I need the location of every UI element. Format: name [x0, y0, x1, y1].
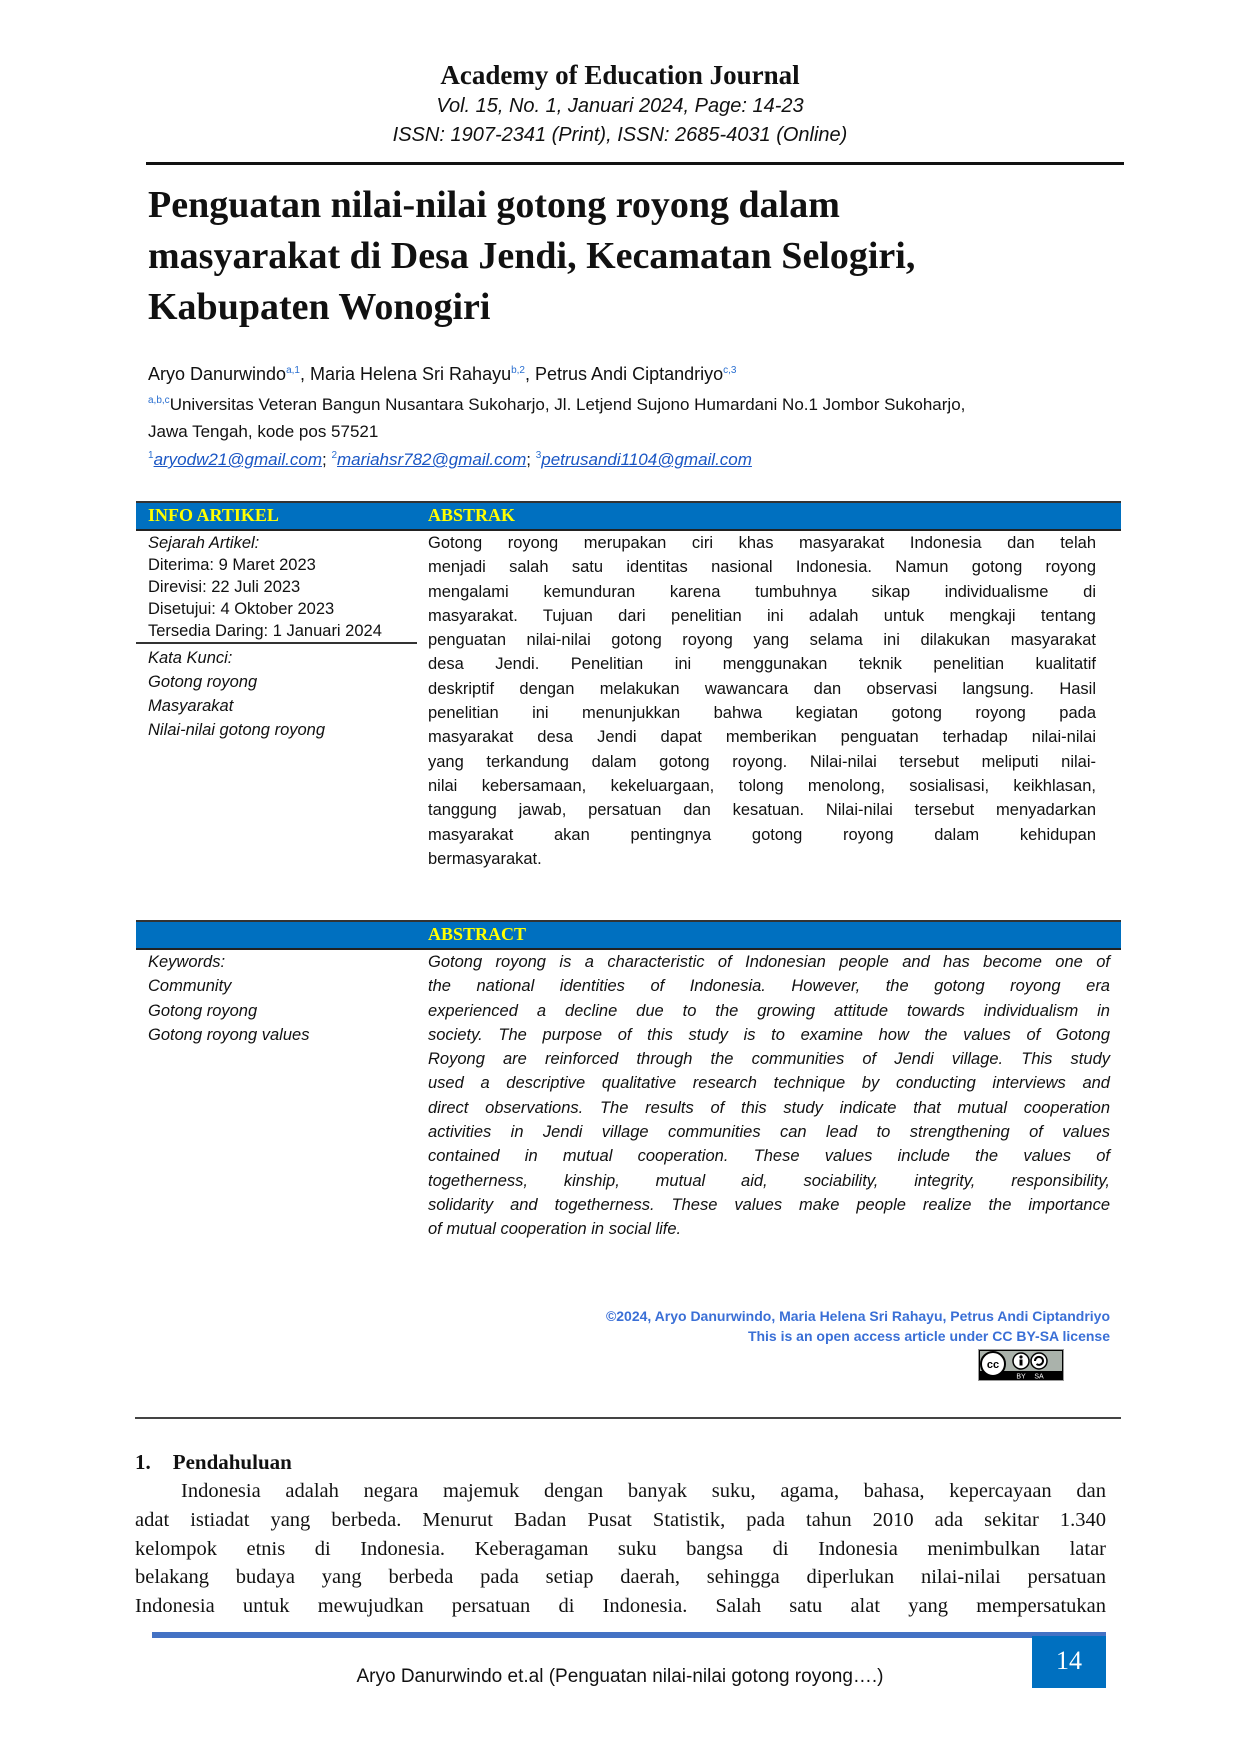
cc-text: cc — [987, 1359, 999, 1371]
by-text: BY — [1016, 1374, 1026, 1381]
email-sup: 3 — [535, 450, 542, 461]
abstrak-line: tanggung jawab, persatuan dan kesatuan. … — [428, 801, 1096, 820]
abstrak-line: bermasyarakat. — [428, 849, 542, 868]
keyword: Masyarakat — [148, 697, 234, 715]
body-line: Indonesia untuk mewujudkan persatuan di … — [135, 1595, 1106, 1618]
abstrak-line: mengalami kemunduran karena tumbuhnya si… — [428, 582, 1096, 601]
journal-issue: Vol. 15, No. 1, Januari 2024, Page: 14-2… — [436, 95, 804, 117]
keywords-id: Kata Kunci: Gotong royong Masyarakat Nil… — [148, 646, 325, 742]
abstrak-line: menjadi salah satu identitas nasional In… — [428, 558, 1096, 577]
abstrak-line: nilai kebersamaan, kekeluargaan, tolong … — [428, 776, 1096, 795]
info-divider — [136, 642, 417, 644]
history-item: Disetujui: 4 Oktober 2023 — [148, 600, 335, 618]
affiliation: a,b,cUniversitas Veteran Bangun Nusantar… — [148, 395, 965, 415]
abstract-heading: ABSTRACT — [428, 924, 527, 944]
author-sup: a,1 — [286, 365, 300, 376]
author-list: Aryo Danurwindoa,1, Maria Helena Sri Rah… — [148, 364, 737, 384]
abstrak-line: deskriptif dengan melakukan wawancara da… — [428, 679, 1096, 698]
keywords-label: Kata Kunci: — [148, 649, 233, 667]
affiliation-line: Universitas Veteran Bangun Nusantara Suk… — [169, 395, 966, 414]
abstract-line: Gotong royong is a characteristic of Ind… — [428, 953, 1110, 971]
abstract-line: direct observations. The results of this… — [428, 1098, 1110, 1117]
email-link[interactable]: petrusandi1104@gmail.com — [541, 450, 752, 469]
author-name: Aryo Danurwindo — [148, 364, 287, 384]
abstract-line: experienced a decline due to the growing… — [428, 1001, 1110, 1020]
license-notice: ©2024, Aryo Danurwindo, Maria Helena Sri… — [606, 1306, 1110, 1346]
abstract-line: of mutual cooperation in social life. — [428, 1220, 682, 1239]
section-heading: 1. Pendahuluan — [135, 1450, 292, 1475]
abstrak-line: Gotong royong merupakan ciri khas masyar… — [428, 534, 1096, 552]
license-statement: This is an open access article under CC … — [747, 1328, 1110, 1344]
article-title: Penguatan nilai-nilai gotong royong dala… — [148, 180, 1108, 333]
abstract-line: used a descriptive qualitative research … — [428, 1074, 1110, 1093]
author-name: Maria Helena Sri Rahayu — [310, 364, 512, 384]
header-rule — [146, 162, 1124, 165]
article-history: Sejarah Artikel: Diterima: 9 Maret 2023 … — [148, 532, 382, 642]
abstract-line: solidarity and togetherness. These value… — [428, 1195, 1110, 1214]
history-item: Tersedia Daring: 1 Januari 2024 — [148, 622, 382, 640]
keyword: Gotong royong values — [148, 1025, 310, 1044]
email-sup: 2 — [331, 450, 338, 461]
abstrak-line: masyarakat. Tujuan dari penelitian ini a… — [428, 606, 1096, 625]
history-item: Direvisi: 22 Juli 2023 — [148, 578, 301, 596]
body-line: Indonesia adalah negara majemuk dengan b… — [181, 1480, 1106, 1502]
body-line: adat istiadat yang berbeda. Menurut Bada… — [135, 1508, 1106, 1531]
footer-rule — [152, 1632, 1106, 1638]
author-sup: c,3 — [723, 365, 737, 376]
journal-issn: ISSN: 1907-2341 (Print), ISSN: 2685-4031… — [392, 124, 848, 146]
title-line: Penguatan nilai-nilai gotong royong dala… — [148, 184, 840, 226]
affiliation-line-2: Jawa Tengah, kode pos 57521 — [148, 422, 379, 441]
section-number: 1. — [135, 1450, 151, 1474]
abstract-line: the national identities of Indonesia. Ho… — [428, 977, 1110, 996]
affiliation-sup: a,b,c — [148, 395, 170, 406]
abstract-line: contained in mutual cooperation. These v… — [428, 1147, 1110, 1166]
abstract-line: togetherness, kinship, mutual aid, socia… — [428, 1171, 1110, 1190]
keywords-en: Keywords: Community Gotong royong Gotong… — [148, 950, 309, 1047]
history-label: Sejarah Artikel: — [148, 534, 260, 552]
email-list: 1aryodw21@gmail.com; 2mariahsr782@gmail.… — [148, 450, 752, 469]
email-sup: 1 — [148, 450, 154, 461]
info-abstrak-bar: INFO ARTIKEL ABSTRAK — [136, 501, 1121, 531]
cc-by-sa-badge-icon: cc BY SA — [978, 1349, 1064, 1381]
keyword: Gotong royong — [148, 673, 258, 691]
history-item: Diterima: 9 Maret 2023 — [148, 556, 316, 574]
keyword: Nilai-nilai gotong royong — [148, 721, 326, 739]
abstract-line: Royong are reinforced through the commun… — [428, 1050, 1110, 1069]
abstract-bar: ABSTRACT — [136, 920, 1121, 950]
running-title: Aryo Danurwindo et.al (Penguatan nilai-n… — [356, 1666, 884, 1687]
abstract-line: activities in Jendi village communities … — [428, 1123, 1110, 1142]
author-name: Petrus Andi Ciptandriyo — [535, 364, 724, 384]
abstrak-line: masyarakat desa Jendi dapat memberikan p… — [428, 728, 1096, 747]
sa-text: SA — [1034, 1374, 1044, 1381]
abstrak-text: Gotong royong merupakan ciri khas masyar… — [428, 531, 1096, 871]
copyright-text: ©2024, Aryo Danurwindo, Maria Helena Sri… — [605, 1308, 1110, 1324]
abstract-line: society. The purpose of this study is to… — [428, 1025, 1110, 1044]
section-title: Pendahuluan — [172, 1450, 292, 1474]
section-rule — [135, 1417, 1121, 1419]
author-sup: b,2 — [511, 365, 525, 376]
journal-name: Academy of Education Journal — [440, 60, 800, 90]
keywords-label: Keywords: — [148, 953, 226, 971]
body-text: Indonesia adalah negara majemuk dengan b… — [135, 1477, 1106, 1621]
body-line: kelompok etnis di Indonesia. Keberagaman… — [135, 1537, 1106, 1560]
abstrak-heading: ABSTRAK — [428, 505, 516, 525]
abstract-text: Gotong royong is a characteristic of Ind… — [428, 950, 1110, 1242]
abstrak-line: desa Jendi. Penelitian ini menggunakan t… — [428, 655, 1096, 674]
info-heading: INFO ARTIKEL — [148, 505, 279, 525]
title-line: masyarakat di Desa Jendi, Kecamatan Selo… — [148, 235, 916, 277]
abstrak-line: penelitian ini menunjukkan bahwa kegiata… — [428, 704, 1096, 723]
keyword: Community — [148, 977, 232, 996]
email-link[interactable]: aryodw21@gmail.com — [153, 450, 322, 469]
abstrak-line: penguatan nilai-nilai gotong royong yang… — [428, 631, 1096, 650]
body-line: belakang budaya yang berbeda pada setiap… — [135, 1566, 1106, 1589]
abstrak-line: masyarakat akan pentingnya gotong royong… — [428, 825, 1096, 844]
title-line: Kabupaten Wonogiri — [148, 286, 491, 328]
email-link[interactable]: mariahsr782@gmail.com — [337, 450, 527, 469]
keyword: Gotong royong — [148, 1001, 258, 1020]
abstrak-line: yang terkandung dalam gotong royong. Nil… — [428, 752, 1096, 771]
page-number: 14 — [1032, 1636, 1106, 1688]
